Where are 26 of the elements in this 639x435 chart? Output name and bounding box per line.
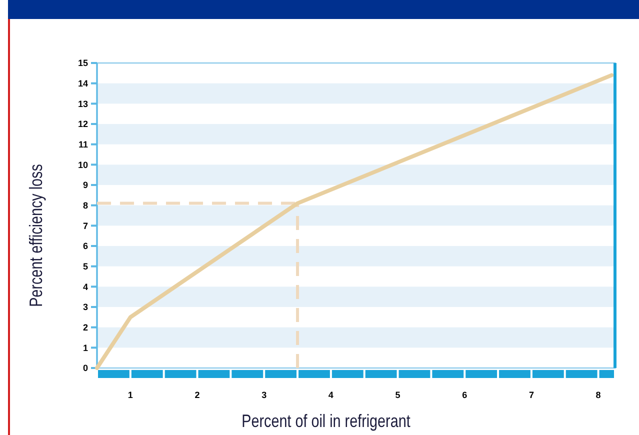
y-axis-title: Percent efficiency loss	[26, 164, 46, 307]
x-tick-label: 4	[328, 390, 334, 400]
y-tick-label: 15	[78, 58, 88, 68]
x-tick-label: 1	[128, 390, 133, 400]
y-tick-label: 8	[82, 200, 88, 210]
y-tick-label: 2	[82, 322, 88, 332]
y-tick-label: 14	[78, 78, 88, 88]
x-tick-label: 7	[528, 390, 534, 400]
x-tick-label: 5	[395, 390, 400, 400]
y-tick-label: 1	[82, 342, 88, 353]
y-tick-label: 10	[78, 160, 88, 170]
y-tick-label: 11	[78, 139, 88, 150]
y-tick-label: 3	[82, 302, 88, 312]
y-tick-label: 5	[82, 261, 88, 272]
x-tick-label: 6	[462, 390, 468, 400]
x-tick-label: 3	[262, 390, 267, 400]
y-tick-label: 0	[82, 363, 88, 374]
x-tick-label: 2	[194, 390, 200, 400]
y-tick-label: 13	[78, 98, 88, 109]
y-tick-label: 6	[82, 241, 88, 252]
x-axis-title: Percent of oil in refrigerant	[242, 412, 411, 432]
y-tick-label: 4	[82, 282, 88, 292]
x-tick-label: 8	[596, 390, 601, 400]
y-tick-label: 12	[78, 119, 88, 130]
y-tick-label: 9	[82, 180, 88, 190]
y-tick-label: 7	[82, 220, 88, 231]
